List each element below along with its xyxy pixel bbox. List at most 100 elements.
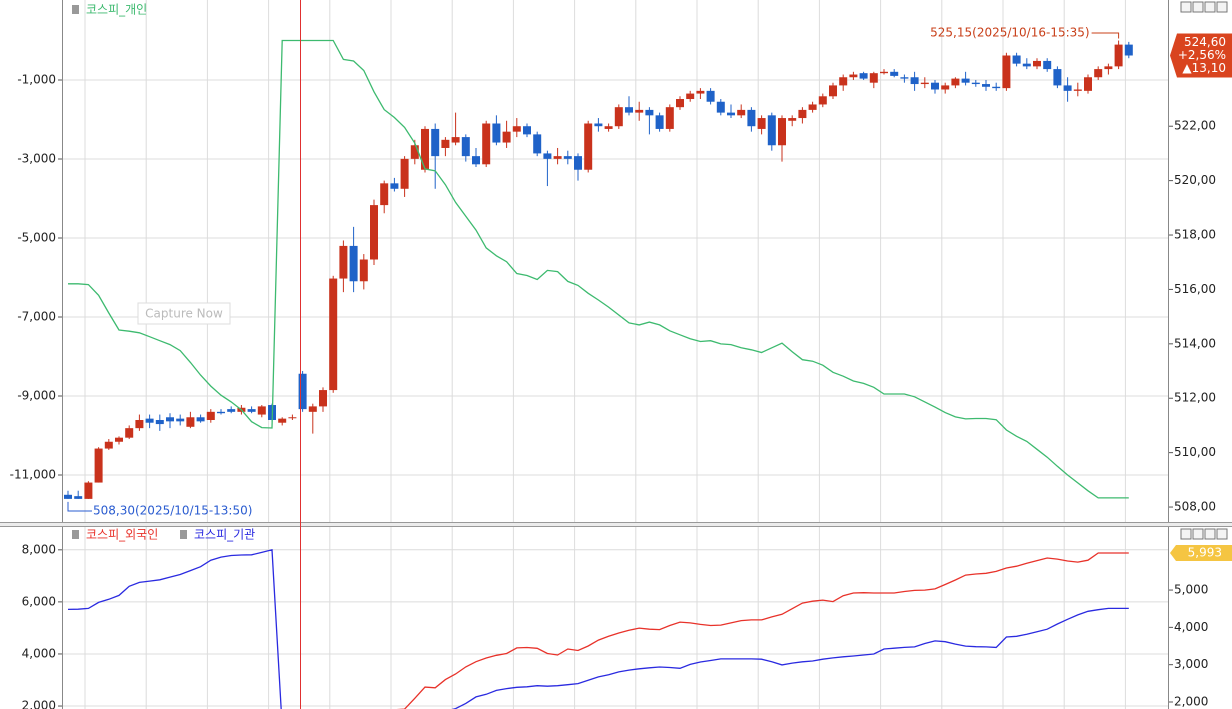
- candle-body: [523, 126, 531, 135]
- candle-body: [206, 411, 215, 420]
- candle-body: [176, 418, 185, 422]
- candle-body: [992, 86, 1001, 89]
- candle-body: [155, 419, 164, 425]
- candle-body: [798, 109, 807, 119]
- candle-body: [125, 428, 134, 438]
- candle-body: [594, 123, 603, 127]
- candle-body: [655, 115, 664, 129]
- candle-body: [533, 134, 542, 154]
- legend-label: 코스피_기관: [194, 528, 255, 542]
- y-tick-label: -1,000: [17, 72, 56, 86]
- candle-body: [716, 101, 725, 113]
- pane-buttons[interactable]: [1180, 1, 1228, 540]
- candle-body: [359, 259, 368, 282]
- candle-body: [104, 441, 113, 449]
- candle-body: [665, 107, 674, 129]
- candle-body: [645, 109, 654, 116]
- candle-body: [482, 123, 491, 165]
- candle-body: [604, 126, 613, 129]
- candle-body: [1104, 66, 1113, 70]
- candle-body: [1063, 85, 1072, 91]
- y-tick-label: -7,000: [17, 309, 56, 323]
- tooltip-text[interactable]: Capture Now: [145, 307, 223, 321]
- candle-body: [829, 85, 837, 97]
- candle-body: [614, 107, 623, 127]
- candle-body: [920, 82, 929, 85]
- candle-body: [574, 156, 582, 170]
- candle-body: [982, 84, 990, 87]
- candle-body: [380, 183, 389, 206]
- button[interactable]: [1180, 528, 1192, 540]
- candle-body: [553, 156, 562, 159]
- tooltip-box[interactable]: [137, 302, 231, 325]
- candle-body: [869, 73, 878, 83]
- y2-tick-label: 518,00: [1174, 228, 1216, 242]
- candle-body: [747, 109, 756, 127]
- candle-body: [319, 390, 327, 407]
- candle-body: [563, 156, 572, 159]
- y-tick-label: 8,000: [22, 542, 56, 556]
- legend-swatch: [180, 530, 187, 539]
- change-value: ▲13,10: [1182, 61, 1226, 75]
- candle-body: [635, 109, 644, 113]
- candle-body: [849, 74, 858, 78]
- legend-swatch: [72, 530, 79, 539]
- candle-body: [859, 73, 868, 79]
- value-badge: [1170, 545, 1232, 562]
- y2-tick-label: 516,00: [1174, 282, 1216, 296]
- plot-layer: -1,000 -3,000 -5,000 -7,000 -9,000 -11,000 508…: [10, 0, 1232, 709]
- button[interactable]: [1192, 1, 1204, 13]
- candle-body: [686, 93, 695, 100]
- candle-body: [1073, 89, 1082, 91]
- legend-label: 코스피_개인: [86, 3, 147, 17]
- candle-body: [390, 183, 399, 189]
- candle-body: [951, 78, 960, 86]
- candle-body: [1114, 44, 1123, 67]
- y-tick-label: -5,000: [17, 230, 56, 244]
- candle-body: [166, 417, 174, 422]
- button[interactable]: [1192, 528, 1204, 540]
- candle-body: [890, 71, 899, 76]
- candle-body: [971, 82, 980, 85]
- candle-body: [431, 128, 440, 157]
- high-marker: [1091, 32, 1120, 39]
- price-badge: [1170, 33, 1232, 78]
- y2-tick-label: 3,000: [1174, 657, 1208, 671]
- y-tick-label: 6,000: [22, 594, 56, 608]
- candle-body: [329, 278, 338, 391]
- button[interactable]: [1204, 528, 1216, 540]
- candle-body: [1002, 55, 1011, 89]
- candle-body: [74, 496, 83, 499]
- change-percent: +2,56%: [1178, 48, 1226, 62]
- y-tick-label: 4,000: [22, 646, 56, 660]
- pane-separator: [0, 522, 1232, 527]
- candle-body: [421, 128, 429, 170]
- candle-body: [227, 409, 236, 412]
- candle-body: [880, 71, 888, 74]
- button[interactable]: [1180, 1, 1192, 13]
- button[interactable]: [1216, 528, 1228, 540]
- y2-tick-label: 520,00: [1174, 173, 1216, 187]
- y2-tick-label: 4,000: [1174, 620, 1208, 634]
- candle-body: [543, 153, 552, 159]
- candle-body: [451, 137, 460, 143]
- candle-body: [1053, 69, 1062, 86]
- button[interactable]: [1216, 1, 1228, 13]
- value-badge-label: 5,993: [1188, 546, 1222, 560]
- candle-body: [492, 123, 501, 143]
- button[interactable]: [1204, 1, 1216, 13]
- candle-body: [625, 107, 633, 113]
- y-tick-label: 2,000: [22, 699, 56, 709]
- candle-body: [839, 77, 848, 86]
- candle-body: [64, 494, 72, 499]
- y2-tick-label: 2,000: [1174, 694, 1208, 708]
- candle-body: [278, 418, 287, 423]
- candle-body: [1094, 69, 1103, 78]
- candle-body: [217, 411, 225, 414]
- candle-body: [788, 118, 797, 121]
- candle-body: [196, 417, 205, 422]
- candle-body: [808, 104, 817, 110]
- candle-body: [308, 406, 317, 412]
- y-tick-label: -11,000: [10, 467, 56, 481]
